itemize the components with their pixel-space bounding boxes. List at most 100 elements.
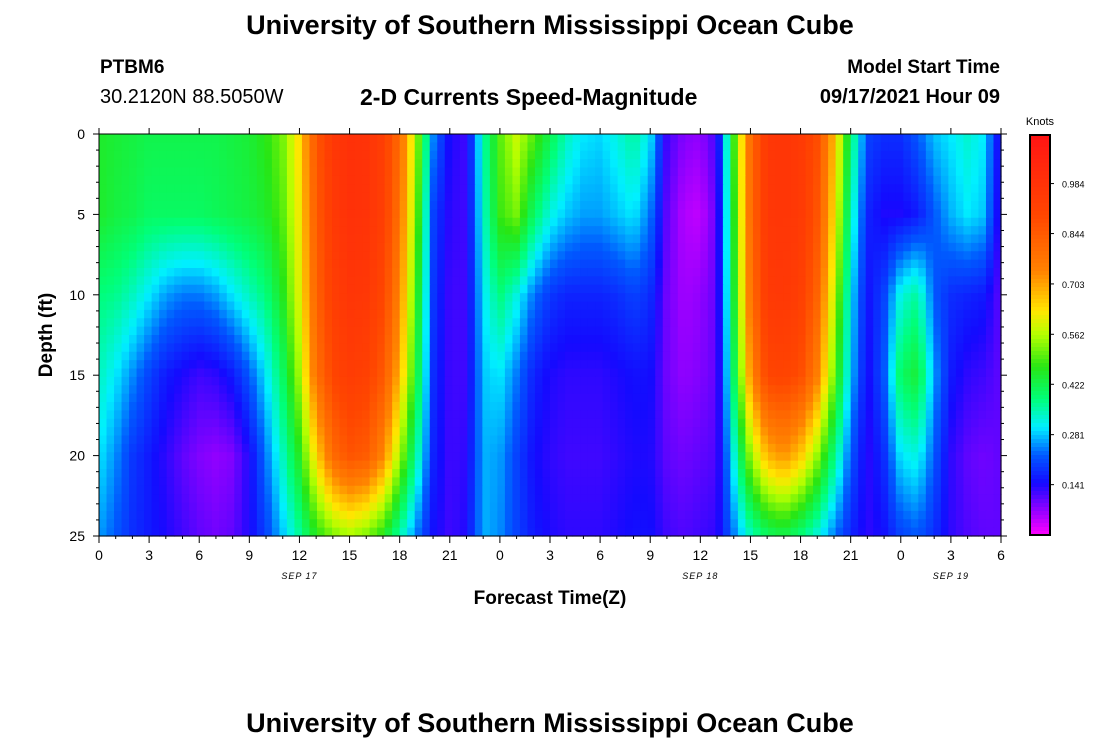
heatmap-cell bbox=[632, 360, 641, 370]
heatmap-cell bbox=[850, 443, 859, 453]
heatmap-cell bbox=[925, 142, 934, 152]
heatmap-cell bbox=[572, 150, 581, 160]
heatmap-cell bbox=[948, 150, 957, 160]
heatmap-cell bbox=[662, 284, 671, 294]
heatmap-cell bbox=[294, 418, 303, 428]
heatmap-cell bbox=[655, 217, 664, 227]
heatmap-cell bbox=[181, 175, 190, 185]
heatmap-cell bbox=[121, 251, 130, 261]
heatmap-cell bbox=[985, 368, 995, 378]
heatmap-cell bbox=[632, 251, 641, 261]
heatmap-cell bbox=[324, 175, 333, 185]
heatmap-cell bbox=[948, 443, 957, 453]
heatmap-cell bbox=[437, 192, 446, 202]
heatmap-cell bbox=[151, 368, 160, 378]
heatmap-cell bbox=[422, 201, 431, 210]
heatmap-cell bbox=[444, 335, 453, 344]
heatmap-cell bbox=[504, 452, 514, 462]
heatmap-cell bbox=[271, 184, 280, 194]
heatmap-cell bbox=[587, 427, 596, 437]
heatmap-cell bbox=[707, 217, 716, 227]
heatmap-cell bbox=[662, 335, 671, 344]
heatmap-cell bbox=[925, 385, 934, 395]
heatmap-cell bbox=[166, 226, 175, 236]
heatmap-cell bbox=[452, 293, 461, 303]
heatmap-cell bbox=[384, 268, 393, 277]
heatmap-cell bbox=[384, 134, 393, 143]
heatmap-cell bbox=[144, 201, 153, 210]
heatmap-cell bbox=[136, 410, 145, 420]
heatmap-cell bbox=[189, 427, 198, 437]
heatmap-cell bbox=[196, 259, 205, 269]
heatmap-cell bbox=[903, 293, 912, 303]
heatmap-cell bbox=[805, 167, 814, 177]
heatmap-cell bbox=[211, 242, 220, 252]
heatmap-cell bbox=[752, 150, 762, 160]
heatmap-cell bbox=[993, 376, 1002, 386]
heatmap-cell bbox=[504, 402, 514, 411]
heatmap-cell bbox=[745, 167, 754, 177]
heatmap-cell bbox=[264, 142, 273, 152]
heatmap-cell bbox=[858, 435, 867, 445]
heatmap-cell bbox=[151, 217, 160, 227]
heatmap-cell bbox=[918, 276, 927, 286]
heatmap-cell bbox=[196, 201, 205, 210]
heatmap-cell bbox=[166, 242, 175, 252]
heatmap-cell bbox=[843, 276, 852, 286]
heatmap-cell bbox=[519, 201, 529, 210]
heatmap-cell bbox=[256, 318, 265, 328]
heatmap-cell bbox=[655, 368, 664, 378]
heatmap-cell bbox=[196, 276, 205, 286]
heatmap-cell bbox=[392, 427, 401, 437]
heatmap-cell bbox=[301, 167, 311, 177]
heatmap-cell bbox=[452, 284, 461, 294]
heatmap-cell bbox=[332, 477, 341, 487]
heatmap-cell bbox=[677, 376, 686, 386]
heatmap-cell bbox=[429, 376, 438, 386]
heatmap-cell bbox=[181, 251, 190, 261]
heatmap-cell bbox=[925, 335, 934, 344]
heatmap-cell bbox=[985, 234, 995, 244]
heatmap-cell bbox=[918, 293, 927, 303]
heatmap-cell bbox=[151, 251, 160, 261]
heatmap-cell bbox=[181, 376, 190, 386]
heatmap-cell bbox=[474, 335, 483, 344]
heatmap-cell bbox=[933, 142, 942, 152]
heatmap-cell bbox=[256, 452, 265, 462]
heatmap-cell bbox=[129, 201, 138, 210]
heatmap-cell bbox=[775, 427, 784, 437]
heatmap-cell bbox=[114, 435, 123, 445]
heatmap-cell bbox=[707, 376, 716, 386]
heatmap-cell bbox=[234, 201, 243, 210]
heatmap-cell bbox=[828, 209, 837, 219]
heatmap-cell bbox=[963, 360, 972, 370]
heatmap-cell bbox=[399, 276, 408, 286]
heatmap-cell bbox=[775, 318, 784, 328]
heatmap-cell bbox=[925, 276, 934, 286]
heatmap-cell bbox=[519, 301, 529, 311]
heatmap-cell bbox=[482, 309, 491, 319]
heatmap-cell bbox=[226, 217, 235, 227]
heatmap-cell bbox=[534, 293, 544, 303]
heatmap-cell bbox=[324, 427, 333, 437]
heatmap-cell bbox=[798, 234, 807, 244]
heatmap-cell bbox=[414, 301, 423, 311]
heatmap-cell bbox=[437, 318, 446, 328]
heatmap-cell bbox=[617, 443, 626, 453]
heatmap-cell bbox=[948, 351, 957, 361]
heatmap-cell bbox=[730, 443, 739, 453]
heatmap-cell bbox=[730, 460, 739, 470]
heatmap-cell bbox=[903, 276, 912, 286]
heatmap-cell bbox=[166, 309, 175, 319]
heatmap-cell bbox=[249, 293, 258, 303]
heatmap-cell bbox=[407, 226, 416, 236]
heatmap-cell bbox=[730, 402, 739, 411]
heatmap-cell bbox=[369, 376, 378, 386]
heatmap-cell bbox=[407, 150, 416, 160]
heatmap-cell bbox=[316, 343, 326, 353]
heatmap-cell bbox=[226, 469, 235, 478]
heatmap-cell bbox=[933, 452, 942, 462]
heatmap-cell bbox=[813, 242, 822, 252]
heatmap-cell bbox=[174, 242, 183, 252]
heatmap-cell bbox=[301, 469, 311, 478]
